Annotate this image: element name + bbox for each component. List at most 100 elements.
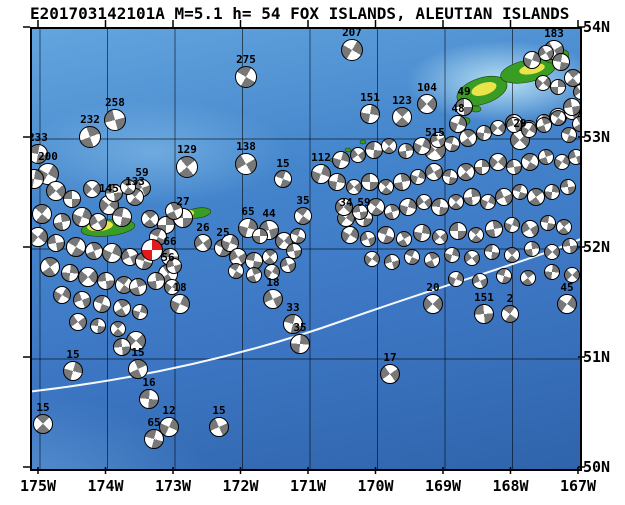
beachball [283,314,303,334]
beachball [165,202,183,220]
beachball [490,120,506,136]
beachball [147,272,165,290]
beachball [166,258,182,274]
beachball [262,249,278,265]
beachball [425,163,443,181]
beachball-depth-label: 15 [66,348,80,361]
beachball [564,267,580,283]
beachball-depth-label: 44 [262,207,276,220]
beachball [424,252,440,268]
beachball-depth-label: 18 [173,281,187,294]
beachball [392,107,412,127]
beachball [399,198,417,216]
beachball-depth-label: 104 [417,81,437,94]
beachball [472,273,488,289]
lon-label: 174W [87,477,124,495]
beachball-depth-label: 15 [131,346,145,359]
beachball [93,295,111,313]
beachball [572,116,580,132]
beachball [194,234,212,252]
beachball [63,361,83,381]
beachball-depth-label: 138 [236,140,256,153]
beachball [286,243,302,259]
beachball [328,173,346,191]
beachball [32,227,48,247]
lat-label: 53N [583,128,611,146]
beachball-depth-label: 145 [99,182,119,195]
beachball [540,215,556,231]
beachball [413,224,431,242]
beachball-depth-label: 34 [339,196,353,209]
beachball [464,250,480,266]
beachball [53,286,71,304]
beachball-depth-label: 59 [357,196,371,209]
lon-label: 169W [424,477,462,495]
beachball [557,294,577,314]
beachball [563,98,580,116]
beachball-depth-label: 207 [342,27,362,39]
beachball [449,115,467,133]
beachball-depth-label: 18 [266,276,280,289]
lat-label: 54N [583,18,611,36]
beachball [449,222,467,240]
beachball [384,204,400,220]
beachball [69,313,87,331]
beachball [564,69,580,87]
beachball [527,188,545,206]
beachball [384,254,400,270]
beachball [560,179,576,195]
beachball-depth-label: 15 [212,404,226,417]
event-beachball [141,239,163,261]
beachball [538,149,554,165]
beachball [40,257,60,277]
lon-label: 170W [357,477,394,495]
lat-label: 50N [583,458,611,476]
beachball-depth-label: 183 [544,27,564,40]
beachball [480,194,496,210]
beachball [404,249,420,265]
beachball-depth-label: 9 [581,67,582,78]
beachball-depth-label: 200 [38,150,58,163]
beachball [380,364,400,384]
beachball [484,244,500,260]
beachball [552,53,570,71]
lon-label: 167W [559,477,597,495]
beachball [139,389,159,409]
beachball [504,247,520,263]
beachball [89,213,107,231]
beachball-depth-label: 123 [392,94,412,107]
beachball [550,110,566,126]
beachball [377,226,395,244]
beachball [455,98,473,116]
beachball [544,264,560,280]
beachball [246,267,262,283]
beachball [506,117,522,133]
beachball [209,417,229,437]
beachball [90,318,106,334]
beachball [568,149,580,165]
beachball-depth-label: 17 [383,351,397,364]
beachball [474,159,490,175]
beachball [550,79,566,95]
beachball [129,278,147,296]
beachball [144,429,164,449]
lon-label: 172W [222,477,259,495]
beachball [235,66,257,88]
beachball [501,305,519,323]
beachball [444,136,460,152]
beachball [113,299,131,317]
beachball [79,126,101,148]
beachball [448,194,464,210]
beachball [263,289,283,309]
beachball-depth-label: 15 [36,401,50,414]
beachball [485,220,503,238]
beachball [360,104,380,124]
beachball [32,144,48,164]
beachball-depth-label: 12 [162,404,176,417]
beachball [364,251,380,267]
beachball-depth-label: 66 [163,235,177,248]
beachball [32,204,52,224]
beachball [341,226,359,244]
beachball-depth-label: 232 [80,113,100,126]
